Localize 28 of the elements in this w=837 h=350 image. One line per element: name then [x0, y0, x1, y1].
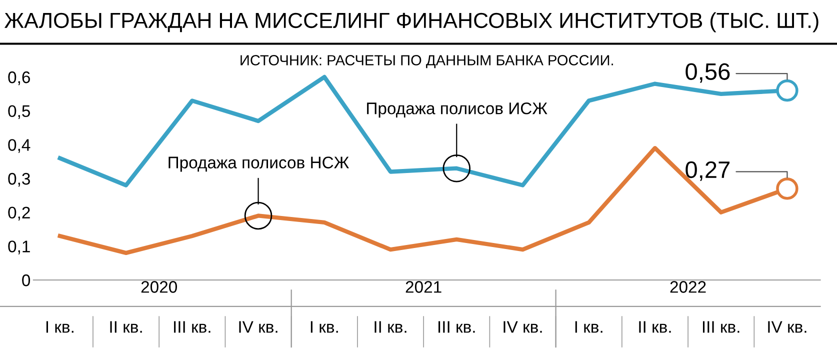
text: 2021: [406, 281, 442, 293]
y-tick-label: 0,4: [8, 139, 30, 153]
annotation: Продажа полисов НСЖ: [168, 156, 349, 172]
x-tick-label: II кв.: [110, 321, 142, 333]
x-tick-label: IV кв.: [768, 321, 806, 333]
text: 2020: [141, 281, 177, 293]
annotation: Продажа полисов ИСЖ: [367, 102, 548, 118]
x-tick-label: IV кв.: [504, 321, 542, 333]
x-tick-label: III кв.: [174, 321, 210, 333]
data-label: 0,56: [686, 63, 730, 83]
y-tick-label: 0,3: [8, 172, 30, 187]
x-tick-label: I кв.: [575, 321, 602, 333]
y-tick-label: 0,1: [8, 240, 30, 254]
chart-title: ЖАЛОБЫ ГРАЖДАН НА МИССЕЛИНГ ФИНАНСОВЫХ ИНСТИТУТОВ (ТЫС. ШТ.): [4, 12, 818, 32]
x-tick-label: II кв.: [374, 321, 406, 333]
y-tick-label: 0: [22, 274, 30, 286]
x-tick-label: III кв.: [438, 321, 475, 333]
x-tick-label: III кв.: [702, 321, 740, 333]
x-tick-label: II кв.: [639, 321, 671, 333]
data-label: 0,27: [686, 161, 730, 181]
y-tick-label: 0,2: [8, 206, 30, 221]
y-tick-label: 0,6: [8, 71, 30, 86]
x-tick-label: IV кв.: [239, 321, 278, 333]
y-tick-label: 0,5: [8, 105, 30, 120]
text: 2022: [670, 281, 706, 293]
x-tick-label: I кв.: [310, 321, 338, 333]
x-tick-label: I кв.: [46, 321, 74, 333]
text: ИСТОЧНИК: РАСЧЕТЫ ПО ДАННЫМ БАНКА РОССИИ.: [240, 55, 613, 68]
